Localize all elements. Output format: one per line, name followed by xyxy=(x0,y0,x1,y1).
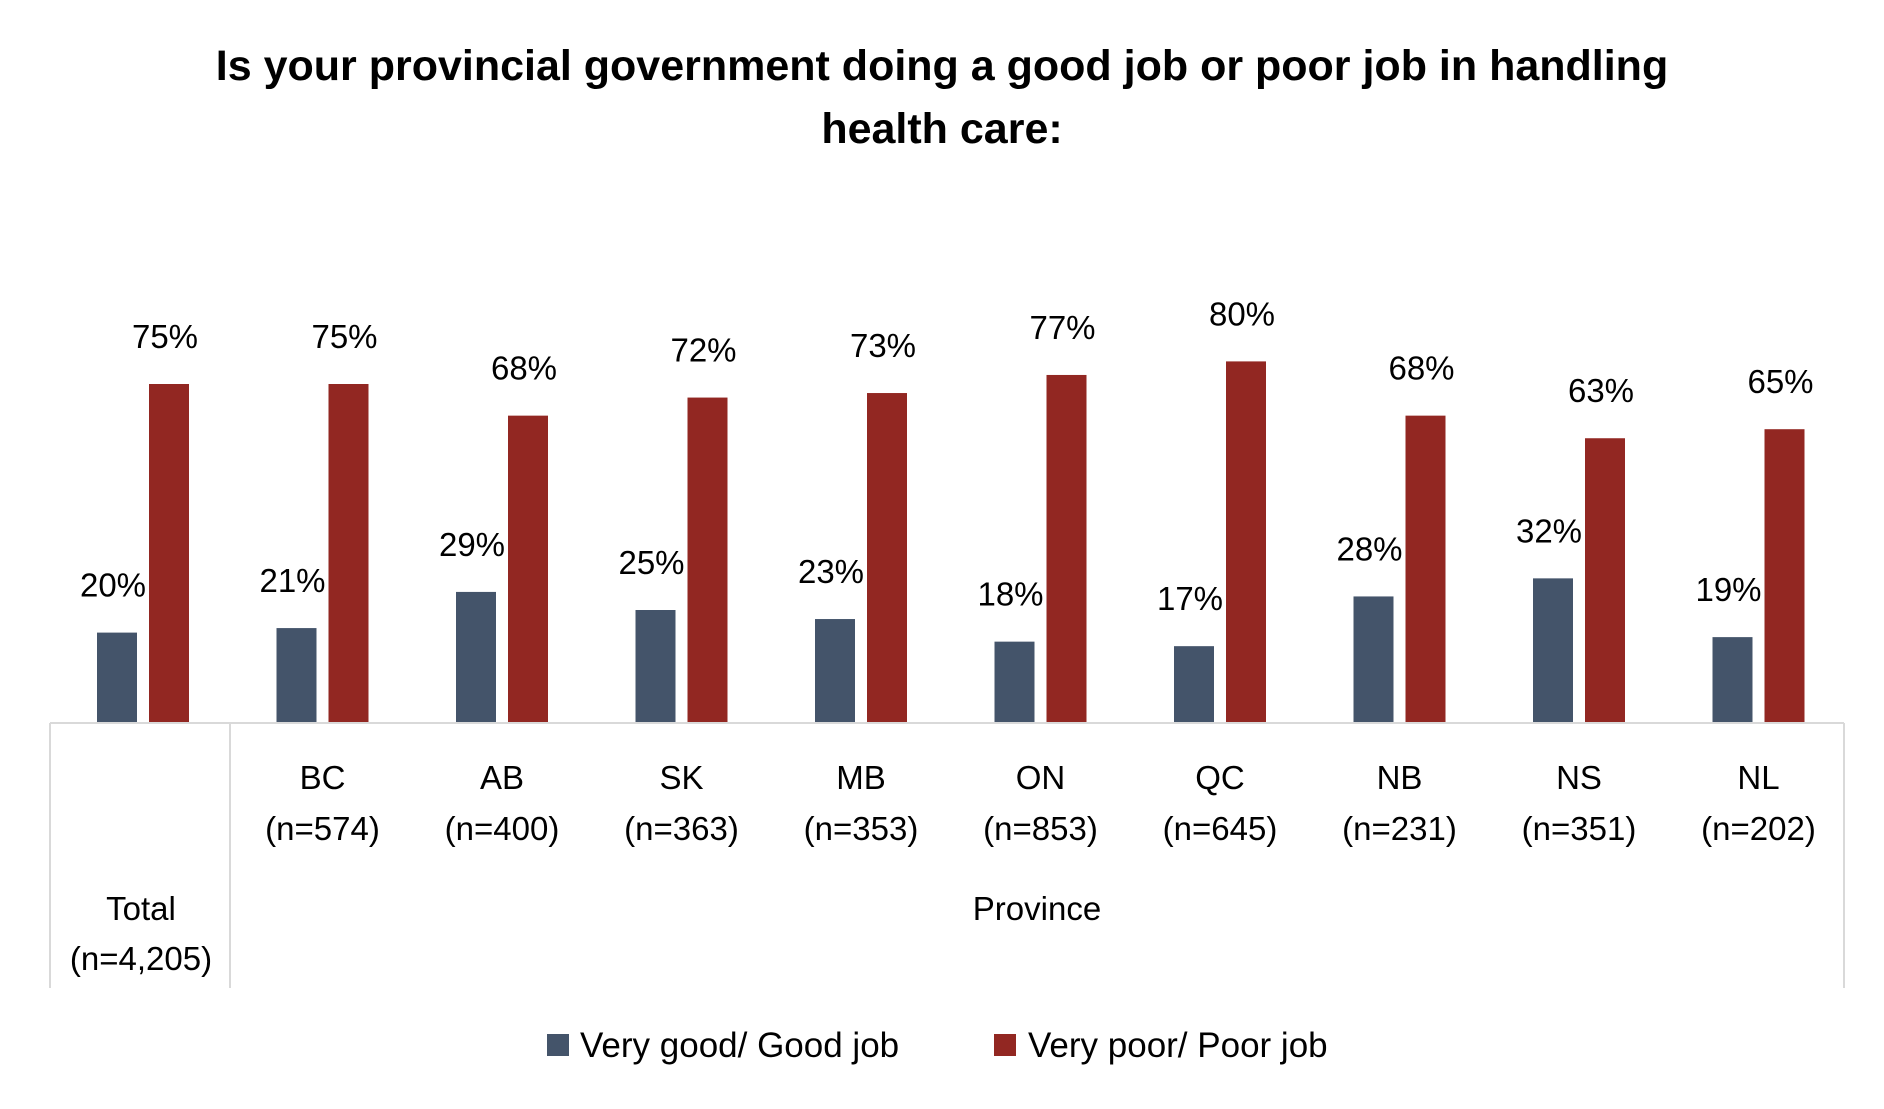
bar-nb-poor xyxy=(1405,415,1446,723)
tick-sublabel-nl: (n=202) xyxy=(1701,810,1816,847)
bar-ns-poor xyxy=(1585,438,1625,723)
bar-ns-good xyxy=(1533,578,1573,723)
data-label-mb-good: 23% xyxy=(798,553,864,590)
bar-total-good xyxy=(97,632,137,723)
tick-label-ns: NS xyxy=(1556,759,1602,796)
tick-sublabel-bc: (n=574) xyxy=(265,810,380,847)
tick-label-nl: NL xyxy=(1737,759,1779,796)
data-label-nb-poor: 68% xyxy=(1388,350,1454,387)
data-label-qc-good: 17% xyxy=(1157,580,1223,617)
data-label-ab-poor: 68% xyxy=(491,350,557,387)
bar-ab-poor xyxy=(508,415,548,723)
bar-nl-good xyxy=(1712,637,1753,723)
legend-label-good: Very good/ Good job xyxy=(580,1026,899,1065)
data-label-sk-poor: 72% xyxy=(670,332,736,369)
bar-ab-good xyxy=(456,591,496,723)
bar-mb-poor xyxy=(867,393,907,723)
legend-swatch-good xyxy=(547,1034,569,1056)
legend-label-poor: Very poor/ Poor job xyxy=(1028,1026,1328,1065)
group-label-province: Province xyxy=(973,890,1101,927)
bar-on-poor xyxy=(1046,374,1087,723)
bar-bc-poor xyxy=(328,384,369,723)
data-label-total-poor: 75% xyxy=(132,318,198,355)
chart-title-line-2: health care: xyxy=(821,105,1062,153)
bar-mb-good xyxy=(815,619,855,723)
tick-sublabel-on: (n=853) xyxy=(983,810,1098,847)
plot-area: 20% 75% 21% 75% 29% 68% 25% 72% 23% 73% 18% 77% 17% 8… xyxy=(80,295,1814,723)
data-label-qc-poor: 80% xyxy=(1209,295,1275,332)
tick-label-sk: SK xyxy=(659,759,703,796)
data-label-nb-good: 28% xyxy=(1336,530,1402,567)
tick-sublabel-nb: (n=231) xyxy=(1342,810,1457,847)
category-axis: Total (n=4,205) BC (n=574) AB (n=400) SK (n=363… xyxy=(49,722,1845,988)
tick-sublabel-total: (n=4,205) xyxy=(70,940,212,977)
data-label-nl-poor: 65% xyxy=(1747,363,1813,400)
legend-swatch-poor xyxy=(994,1034,1016,1056)
bar-qc-good xyxy=(1174,646,1214,723)
bar-qc-poor xyxy=(1226,361,1266,723)
tick-sublabel-ns: (n=351) xyxy=(1522,810,1637,847)
chart-title: Is your provincial government doing a go… xyxy=(216,42,1668,153)
tick-label-bc: BC xyxy=(300,759,346,796)
data-label-bc-good: 21% xyxy=(259,562,325,599)
data-label-ns-poor: 63% xyxy=(1568,372,1634,409)
tick-sublabel-sk: (n=363) xyxy=(624,810,739,847)
bar-nb-good xyxy=(1353,596,1394,723)
data-label-ns-good: 32% xyxy=(1516,512,1582,549)
data-label-on-good: 18% xyxy=(977,576,1043,613)
bar-on-good xyxy=(994,641,1035,723)
legend: Very good/ Good job Very poor/ Poor job xyxy=(547,1026,1328,1065)
data-label-on-poor: 77% xyxy=(1029,309,1095,346)
tick-label-nb: NB xyxy=(1377,759,1423,796)
bar-sk-good xyxy=(635,610,676,723)
bar-total-poor xyxy=(149,384,189,723)
data-label-bc-poor: 75% xyxy=(311,318,377,355)
tick-sublabel-ab: (n=400) xyxy=(445,810,560,847)
data-label-total-good: 20% xyxy=(80,567,146,604)
tick-sublabel-mb: (n=353) xyxy=(804,810,919,847)
bar-bc-good xyxy=(276,628,317,723)
tick-label-mb: MB xyxy=(836,759,886,796)
data-label-mb-poor: 73% xyxy=(850,327,916,364)
tick-label-ab: AB xyxy=(480,759,524,796)
data-label-ab-good: 29% xyxy=(439,526,505,563)
bar-nl-poor xyxy=(1764,429,1805,723)
tick-label-qc: QC xyxy=(1195,759,1245,796)
data-label-sk-good: 25% xyxy=(618,544,684,581)
tick-label-on: ON xyxy=(1016,759,1066,796)
tick-sublabel-qc: (n=645) xyxy=(1163,810,1278,847)
bar-sk-poor xyxy=(687,397,728,723)
data-label-nl-good: 19% xyxy=(1695,571,1761,608)
chart-title-line-1: Is your provincial government doing a go… xyxy=(216,42,1668,90)
tick-label-total: Total xyxy=(106,890,176,927)
